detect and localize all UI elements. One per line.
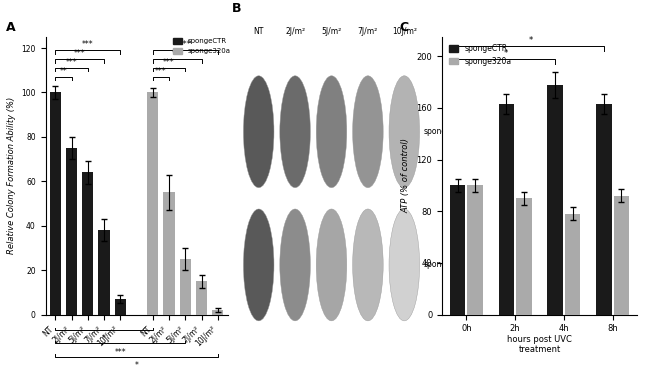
Bar: [179, 259, 191, 314]
Text: ***: ***: [74, 49, 85, 58]
Bar: [196, 281, 207, 314]
Circle shape: [280, 209, 311, 321]
Circle shape: [243, 76, 274, 188]
Legend: spongeCTR, sponge320a: spongeCTR, sponge320a: [446, 41, 514, 69]
Text: 10J/m²: 10J/m²: [392, 27, 417, 36]
Circle shape: [316, 76, 347, 188]
Text: B: B: [231, 2, 241, 15]
Bar: [596, 104, 612, 314]
Text: ***: ***: [114, 348, 126, 357]
Bar: [516, 198, 532, 314]
Text: spongeCTR: spongeCTR: [423, 127, 466, 136]
Text: *: *: [504, 48, 508, 58]
Text: ***: ***: [163, 58, 175, 67]
Text: *: *: [102, 334, 106, 343]
Bar: [66, 148, 77, 314]
Text: ***: ***: [179, 40, 191, 49]
Circle shape: [352, 76, 383, 188]
Bar: [147, 92, 159, 314]
Text: ***: ***: [155, 67, 166, 76]
Text: 7J/m²: 7J/m²: [358, 27, 378, 36]
Bar: [499, 104, 514, 314]
Bar: [565, 214, 580, 314]
Bar: [614, 196, 629, 314]
Circle shape: [389, 209, 420, 321]
Bar: [163, 192, 175, 314]
Text: 2J/m²: 2J/m²: [285, 27, 305, 36]
Bar: [212, 310, 224, 314]
Legend: spongeCTR, sponge320a: spongeCTR, sponge320a: [171, 35, 233, 57]
Bar: [114, 299, 126, 314]
Bar: [98, 230, 110, 314]
Y-axis label: ATP (% of control): ATP (% of control): [402, 138, 411, 213]
Circle shape: [389, 76, 420, 188]
Circle shape: [280, 76, 311, 188]
Bar: [547, 85, 563, 314]
Bar: [49, 92, 61, 314]
Text: NT: NT: [254, 27, 264, 36]
Text: ***: ***: [172, 49, 183, 58]
Bar: [467, 185, 483, 314]
Text: *: *: [135, 361, 138, 370]
Circle shape: [316, 209, 347, 321]
Text: C: C: [399, 21, 408, 34]
X-axis label: hours post UVC
treatment: hours post UVC treatment: [507, 334, 572, 354]
Text: **: **: [60, 67, 67, 76]
Circle shape: [352, 209, 383, 321]
Y-axis label: Relative Colony Formation Ability (%): Relative Colony Formation Ability (%): [6, 97, 16, 255]
Bar: [450, 185, 465, 314]
Text: ***: ***: [66, 58, 77, 67]
Text: 5J/m²: 5J/m²: [321, 27, 342, 36]
Bar: [82, 172, 94, 314]
Text: *: *: [528, 36, 533, 45]
Text: ***: ***: [82, 40, 94, 49]
Text: A: A: [5, 21, 15, 34]
Circle shape: [243, 209, 274, 321]
Text: sponge320a: sponge320a: [423, 260, 471, 269]
